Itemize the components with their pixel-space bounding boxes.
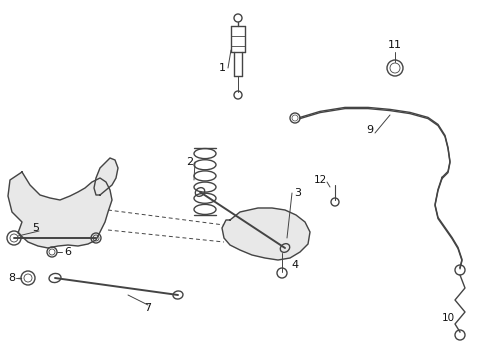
Polygon shape (8, 172, 112, 248)
Text: 6: 6 (65, 247, 72, 257)
Text: 9: 9 (367, 125, 373, 135)
Text: 11: 11 (388, 40, 402, 50)
Text: 4: 4 (292, 260, 298, 270)
Text: 1: 1 (219, 63, 225, 73)
Text: 10: 10 (441, 313, 455, 323)
Polygon shape (222, 208, 310, 260)
Text: 7: 7 (145, 303, 151, 313)
Text: 12: 12 (314, 175, 327, 185)
Text: 3: 3 (294, 188, 301, 198)
Polygon shape (94, 158, 118, 195)
Text: 8: 8 (8, 273, 16, 283)
Text: 5: 5 (32, 223, 40, 233)
Text: 2: 2 (186, 157, 194, 167)
